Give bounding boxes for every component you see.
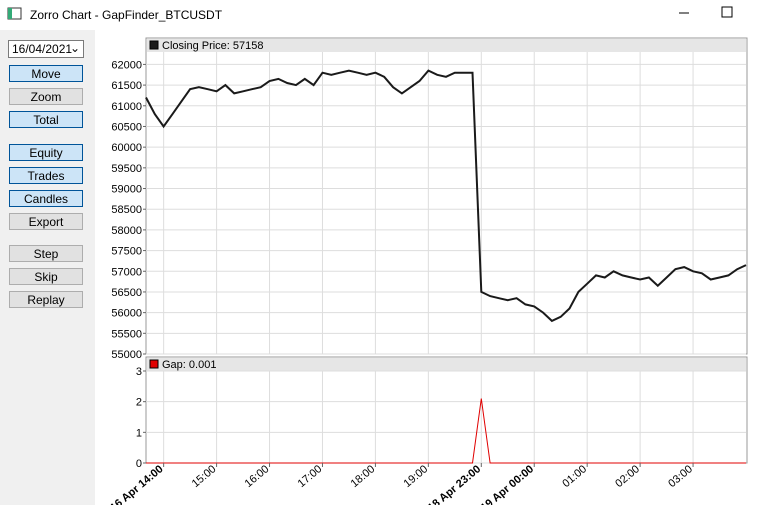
x-tick-label: 15:00 xyxy=(190,463,219,490)
date-select[interactable]: 16/04/2021 ⌄ xyxy=(8,40,84,58)
y-tick-label: 60500 xyxy=(111,121,142,133)
button[interactable]: Skip xyxy=(9,268,83,285)
panel-header xyxy=(147,358,746,371)
y-tick-label: 59500 xyxy=(111,163,142,175)
x-tick-label: 18 Apr 23:00 xyxy=(426,463,484,505)
x-tick-label: 16 Apr 14:00 xyxy=(108,463,166,505)
x-tick-label: 02:00 xyxy=(613,463,642,490)
button[interactable]: Equity xyxy=(9,144,83,161)
legend-label: Closing Price: 57158 xyxy=(162,40,264,52)
y-tick-label: 58000 xyxy=(111,225,142,237)
dropdown-arrow: ⌄ xyxy=(69,41,80,55)
button[interactable]: Step xyxy=(9,245,83,262)
y-tick-label: 60000 xyxy=(111,142,142,154)
y-tick-label: 55000 xyxy=(111,349,142,361)
button[interactable]: Candles xyxy=(9,190,83,207)
sidebar: 16/04/2021 ⌄ Move Zoom Total Equity Trades Can… xyxy=(0,30,95,505)
app-icon xyxy=(7,7,22,20)
legend-swatch xyxy=(149,40,159,50)
panel-header xyxy=(147,39,746,52)
plot-frame xyxy=(145,37,748,355)
y-tick-label: 57500 xyxy=(111,246,142,258)
title-bar: Zorro Chart - GapFinder_BTCUSDT xyxy=(0,0,759,30)
x-tick-label: 19:00 xyxy=(401,463,430,490)
button[interactable]: Total xyxy=(9,111,83,128)
window-controls[interactable] xyxy=(669,0,759,30)
x-tick-label: 03:00 xyxy=(666,463,695,490)
legend-swatch xyxy=(149,359,159,369)
y-tick-label: 2 xyxy=(136,397,142,409)
y-tick-label: 0 xyxy=(136,458,142,470)
series-line xyxy=(146,398,746,464)
button[interactable]: Replay xyxy=(9,291,83,308)
y-tick-label: 58500 xyxy=(111,204,142,216)
x-tick-label: 17:00 xyxy=(296,463,325,490)
y-tick-label: 3 xyxy=(136,366,142,378)
y-tick-label: 56000 xyxy=(111,308,142,320)
x-tick-label: 18:00 xyxy=(349,463,378,490)
y-tick-label: 55500 xyxy=(111,328,142,340)
chart-background xyxy=(95,30,759,505)
y-tick-label: 1 xyxy=(136,427,142,439)
plot-frame xyxy=(145,356,748,464)
y-tick-label: 56500 xyxy=(111,287,142,299)
y-tick-label: 59000 xyxy=(111,184,142,196)
y-tick-label: 57000 xyxy=(111,266,142,278)
date-text: 16/04/2021 xyxy=(12,42,73,56)
button[interactable]: Trades xyxy=(9,167,83,184)
button[interactable]: Zoom xyxy=(9,88,83,105)
legend-label: Gap: 0.001 xyxy=(162,359,216,371)
x-tick-label: 19 Apr 00:00 xyxy=(479,463,537,505)
y-tick-label: 62000 xyxy=(111,59,142,71)
button[interactable]: Export xyxy=(9,213,83,230)
y-tick-label: 61500 xyxy=(111,80,142,92)
button[interactable]: Move xyxy=(9,65,83,82)
window-title: Zorro Chart - GapFinder_BTCUSDT xyxy=(30,8,223,22)
x-tick-label: 01:00 xyxy=(560,463,589,490)
y-tick-label: 61000 xyxy=(111,101,142,113)
x-tick-label: 16:00 xyxy=(243,463,272,490)
series-line xyxy=(145,69,747,323)
